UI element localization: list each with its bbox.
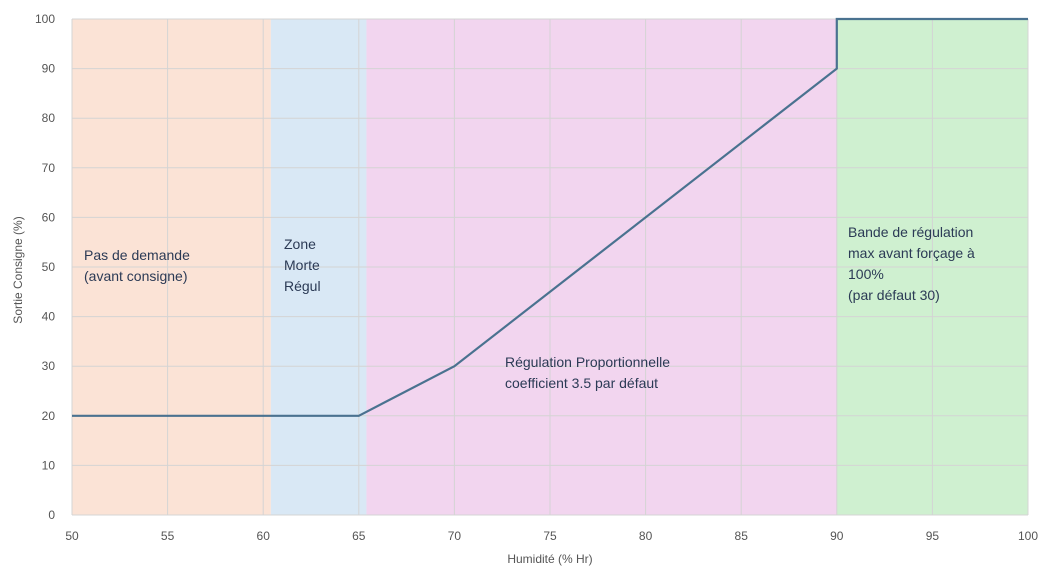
x-tick-label: 75 xyxy=(543,529,557,543)
zone-label-2: Régulation Proportionnelle coefficient 3.… xyxy=(505,354,670,391)
x-tick-label: 50 xyxy=(65,529,79,543)
y-tick-label: 50 xyxy=(42,260,56,274)
y-tick-label: 10 xyxy=(42,458,56,472)
x-tick-label: 60 xyxy=(257,529,271,543)
x-tick-label: 55 xyxy=(161,529,175,543)
x-tick-label: 65 xyxy=(352,529,366,543)
zone-label-line: coefficient 3.5 par défaut xyxy=(505,375,658,391)
zone-label-line: Régul xyxy=(284,278,321,294)
zone-label-1: Zone Morte Régul xyxy=(284,236,321,294)
x-tick-label: 90 xyxy=(830,529,844,543)
y-tick-label: 40 xyxy=(42,310,56,324)
line-layer xyxy=(72,17,1028,417)
y-tick-label: 80 xyxy=(42,111,56,125)
zone-label-3: Bande de régulation max avant forçage à 10… xyxy=(848,224,975,303)
x-tick-label: 95 xyxy=(926,529,940,543)
zone-label-line: Zone xyxy=(284,236,316,252)
x-axis-title: Humidité (% Hr) xyxy=(507,552,592,566)
x-tick-label: 100 xyxy=(1018,529,1038,543)
zone-label-line: Pas de demande xyxy=(84,247,190,263)
y-tick-label: 100 xyxy=(35,12,55,26)
label-layer: Pas de demande (avant consigne) Zone Morte R… xyxy=(84,224,975,391)
tick-layer: 50 55 60 65 70 75 80 85 90 95 100 0 10 20 30 40 50 60 70 80… xyxy=(35,12,1038,543)
x-tick-label: 85 xyxy=(735,529,749,543)
y-tick-label: 60 xyxy=(42,210,56,224)
y-tick-label: 90 xyxy=(42,62,56,76)
y-tick-label: 0 xyxy=(48,508,55,522)
y-tick-label: 20 xyxy=(42,409,56,423)
y-axis-title: Sortie Consigne (%) xyxy=(11,216,25,323)
y-tick-label: 70 xyxy=(42,161,56,175)
zone-label-line: max avant forçage à xyxy=(848,245,975,261)
x-tick-label: 70 xyxy=(448,529,462,543)
zone-label-line: Morte xyxy=(284,257,320,273)
series-line-0 xyxy=(72,17,1028,417)
zone-label-line: (par défaut 30) xyxy=(848,287,940,303)
zone-label-0: Pas de demande (avant consigne) xyxy=(84,247,190,284)
zone-label-line: Bande de régulation xyxy=(848,224,973,240)
zone-label-line: 100% xyxy=(848,266,884,282)
zone-label-line: (avant consigne) xyxy=(84,268,188,284)
x-tick-label: 80 xyxy=(639,529,653,543)
y-tick-label: 30 xyxy=(42,359,56,373)
zone-label-line: Régulation Proportionnelle xyxy=(505,354,670,370)
